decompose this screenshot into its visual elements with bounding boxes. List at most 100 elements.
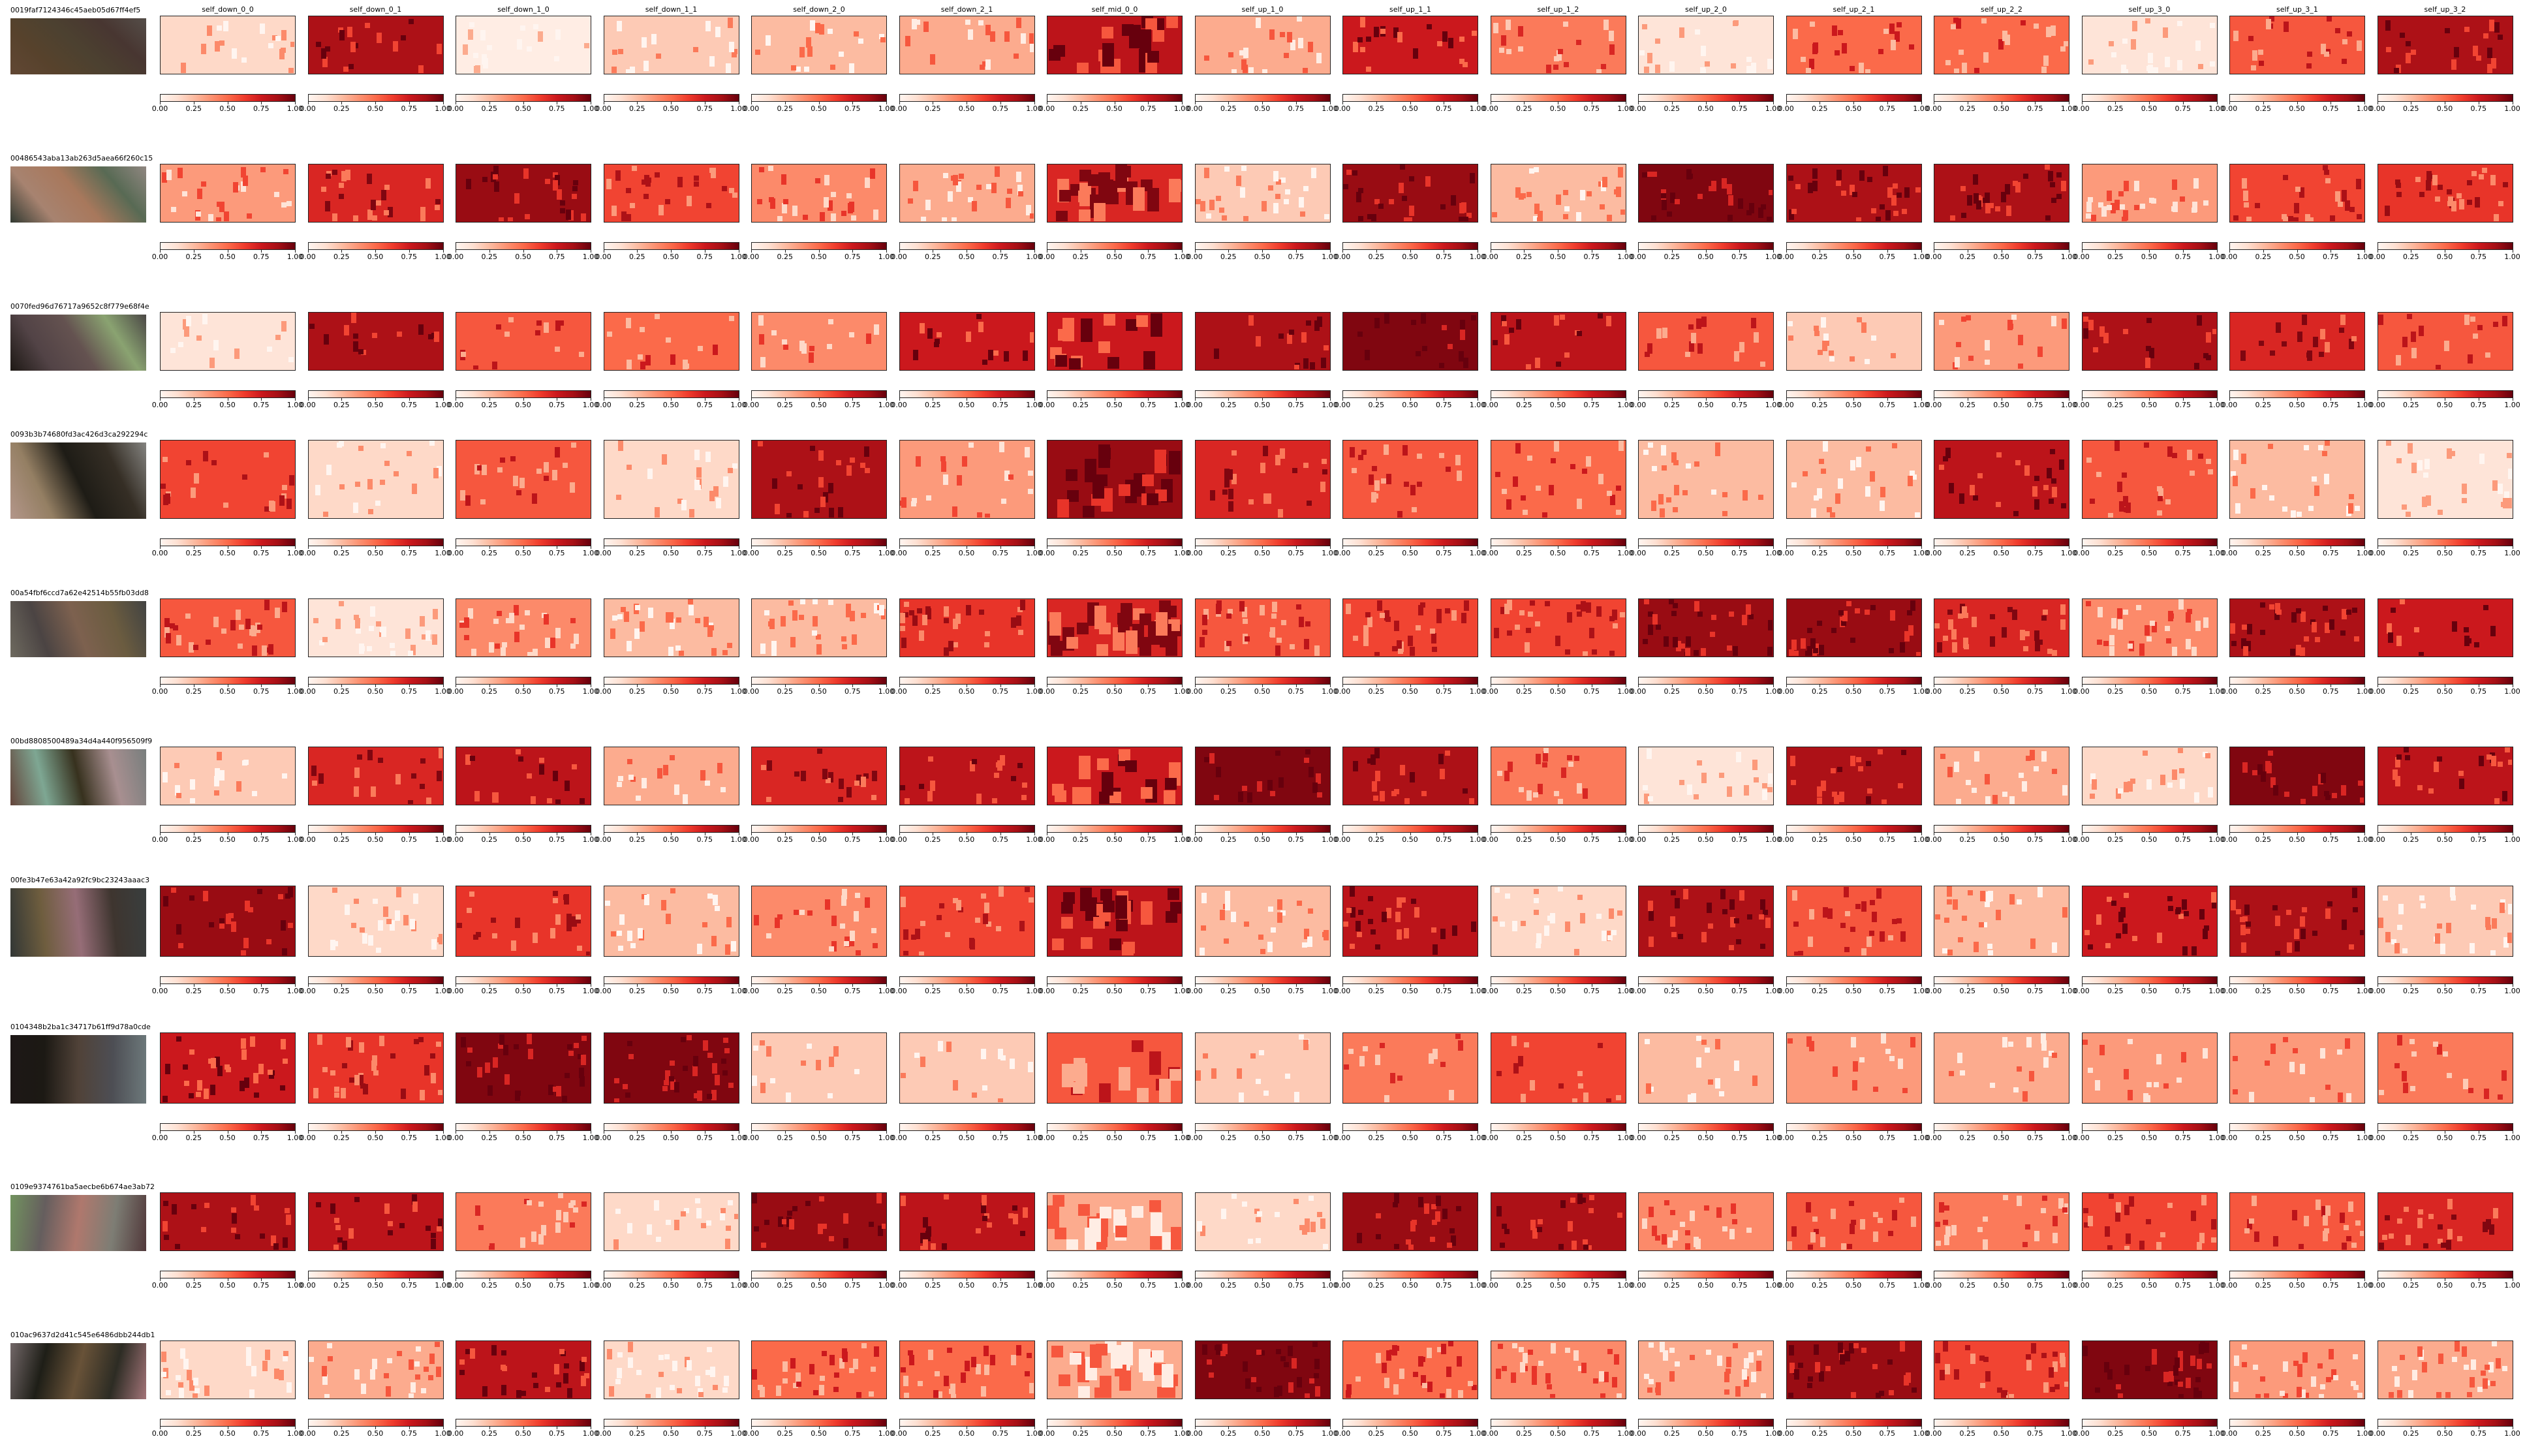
colorbar-tick-label: 0.75: [1436, 987, 1452, 995]
heat-patch: [999, 755, 1005, 766]
colorbar-tick-label: 0.50: [811, 253, 827, 261]
heat-patch: [1397, 511, 1402, 518]
heat-patch: [405, 628, 411, 639]
colorbar-tick-label: 0.25: [777, 401, 794, 409]
colorbar-tick: [489, 833, 490, 835]
heat-patch: [1643, 450, 1649, 455]
heat-patch: [728, 316, 734, 321]
heat-patch: [1943, 456, 1948, 461]
heat-patch: [1494, 888, 1500, 893]
heat-patch: [1617, 167, 1623, 178]
heatmap-patches: [2089, 748, 2213, 803]
colorbar-tick: [784, 984, 786, 987]
colorbar-tick: [1262, 984, 1263, 987]
colorbar-tick: [295, 102, 296, 104]
heat-patch: [2121, 217, 2127, 221]
heat-patch: [1376, 1234, 1381, 1239]
heat-patch: [1012, 1214, 1018, 1224]
colorbar-tick: [1295, 984, 1297, 987]
heat-patch: [1560, 767, 1566, 778]
heat-patch: [1357, 332, 1363, 337]
heatmap-patches: [1935, 886, 2068, 955]
heat-patch: [761, 1243, 766, 1248]
heat-patch: [1949, 483, 1954, 493]
colorbar-tick: [2229, 546, 2230, 549]
colorbar-tick-label: 0.50: [515, 104, 531, 113]
heatmap-cell: [456, 1192, 591, 1251]
heat-patch: [2091, 779, 2097, 790]
heat-patch: [665, 337, 671, 343]
heat-patch: [2058, 1198, 2064, 1209]
heat-patch: [2269, 16, 2274, 22]
heat-patch: [1239, 187, 1245, 198]
heat-patch: [1267, 906, 1273, 912]
colorbar-tick-label: 0.50: [811, 1281, 827, 1290]
heat-patch: [2358, 781, 2363, 786]
heat-patch: [2294, 203, 2299, 213]
heat-patch: [1642, 1218, 1647, 1229]
colorbar: [2081, 390, 2218, 398]
colorbar-tick: [1671, 102, 1673, 104]
heat-patch: [433, 468, 439, 478]
heat-patch: [2017, 1066, 2022, 1072]
colorbar-tick-label: 0.25: [1220, 835, 1237, 844]
heatmap-patches: [899, 600, 1025, 656]
heat-patch: [371, 1061, 377, 1071]
heat-patch: [2426, 174, 2432, 179]
colorbar-tick-label: 0.25: [1368, 987, 1385, 995]
heat-patch: [2276, 322, 2281, 333]
heat-patch: [373, 1070, 379, 1076]
heat-patch: [1739, 342, 1744, 352]
colorbar-tick: [1410, 398, 1411, 401]
heat-patch: [661, 454, 667, 465]
heat-patch: [1496, 1206, 1502, 1216]
colorbar-tick: [1921, 546, 1922, 549]
colorbar: [1490, 94, 1626, 102]
heat-patch: [1817, 350, 1823, 355]
heat-patch: [850, 931, 855, 941]
heat-patch: [674, 1220, 679, 1230]
colorbar: [1786, 1123, 1922, 1131]
heat-patch: [933, 342, 939, 347]
heat-patch: [1427, 24, 1432, 29]
colorbar: [1934, 1271, 2069, 1278]
heat-patch: [2042, 1196, 2047, 1201]
heat-patch: [615, 170, 621, 181]
heat-patch: [993, 773, 999, 778]
heat-patch: [852, 634, 857, 645]
heat-patch: [1673, 1230, 1678, 1241]
heat-patch: [2396, 1035, 2402, 1046]
heat-patch: [627, 1223, 632, 1233]
heat-patch: [2324, 791, 2329, 796]
colorbar-tick-label: 0.75: [844, 549, 861, 557]
heat-patch: [1852, 1061, 1858, 1072]
heat-patch: [1519, 610, 1525, 615]
colorbar: [2081, 825, 2218, 833]
heat-patch: [1588, 628, 1594, 638]
heat-patch: [395, 887, 401, 897]
heat-patch: [1308, 767, 1314, 777]
heat-patch: [480, 499, 486, 504]
colorbar-tick-label: 0.25: [185, 987, 202, 995]
heat-patch: [492, 362, 497, 369]
colorbar-tick-label: 0.25: [777, 987, 794, 995]
heat-patch: [379, 627, 385, 632]
heat-patch: [2258, 50, 2263, 55]
heat-patch: [1959, 493, 1964, 504]
heat-patch: [662, 1086, 668, 1091]
heat-patch: [1275, 179, 1281, 185]
heat-patch: [625, 69, 631, 73]
heatmap-cell: [1342, 1032, 1478, 1104]
heat-patch: [1301, 332, 1307, 343]
heat-patch: [1557, 799, 1563, 804]
heat-patch: [918, 784, 924, 789]
heat-patch: [1985, 902, 1990, 907]
heatmap-cell: [456, 312, 591, 371]
colorbar-tick-label: 0.50: [1993, 549, 2009, 557]
heat-patch: [1004, 471, 1010, 481]
heat-patch: [1865, 69, 1870, 73]
heat-patch: [516, 490, 521, 495]
heat-patch: [555, 799, 561, 804]
colorbar-tick: [1148, 1131, 1149, 1134]
heat-patch: [1047, 1205, 1059, 1229]
